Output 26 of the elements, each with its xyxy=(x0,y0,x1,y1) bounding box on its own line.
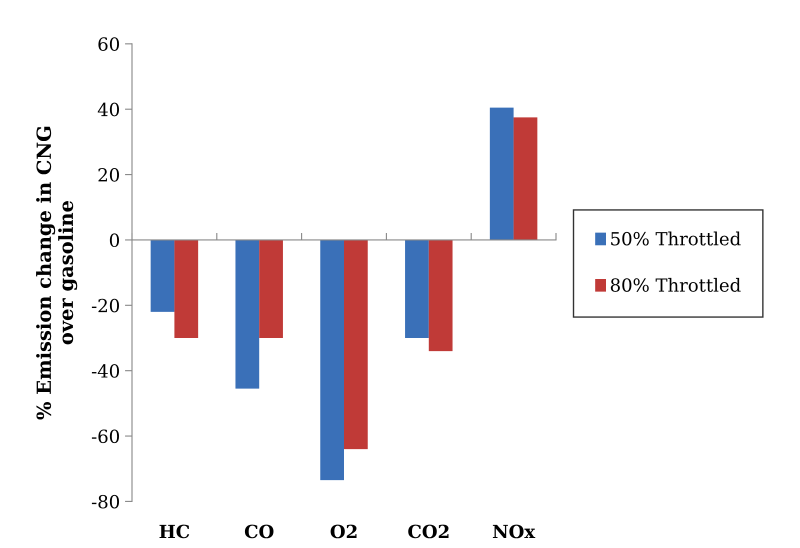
y-axis-title: % Emission change in CNG over gasoline xyxy=(36,126,78,420)
bar xyxy=(344,240,368,450)
bar xyxy=(259,240,283,338)
bar xyxy=(514,117,538,240)
bar xyxy=(235,240,260,389)
y-tick-label: 60 xyxy=(98,37,119,51)
y-tick-label: -40 xyxy=(92,364,119,378)
y-tick-label: -60 xyxy=(92,430,119,444)
y-tick-label: 40 xyxy=(98,102,119,116)
legend-label: 80% Throttled xyxy=(610,278,741,292)
y-tick-label: 20 xyxy=(98,168,119,182)
legend-label: 50% Throttled xyxy=(611,232,741,246)
x-tick-label: CO2 xyxy=(408,524,449,538)
bar xyxy=(490,108,514,240)
y-tick-label: 0 xyxy=(110,233,119,248)
y-tick-label: -80 xyxy=(92,494,119,509)
x-tick-label: HC xyxy=(160,524,190,538)
x-tick-label: CO xyxy=(244,524,274,538)
bar xyxy=(428,240,453,352)
bar xyxy=(320,240,344,480)
x-tick-label: NOx xyxy=(492,524,536,538)
bar xyxy=(150,240,174,312)
x-tick-label: O2 xyxy=(330,524,357,538)
bar xyxy=(405,240,429,338)
bar xyxy=(174,240,198,338)
y-tick-label: -20 xyxy=(92,298,119,312)
